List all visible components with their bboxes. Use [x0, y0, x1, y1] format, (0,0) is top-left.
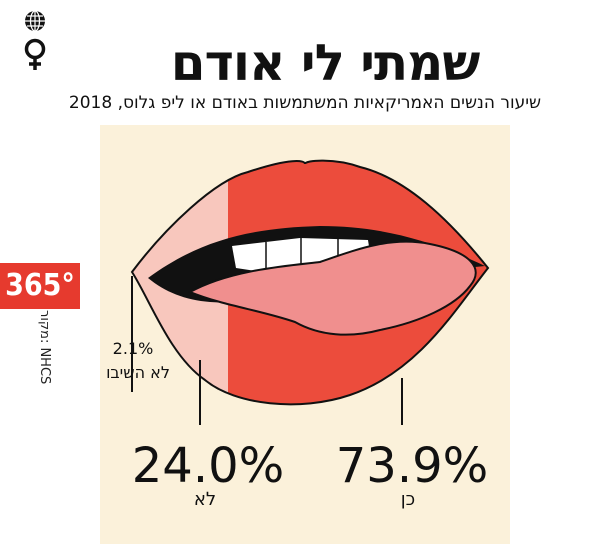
globe-icon: [25, 10, 45, 32]
value-no-answer: 2.1%: [113, 339, 154, 358]
label-no: לא: [194, 489, 216, 510]
lips-outline: [130, 159, 490, 406]
tongue: [187, 240, 477, 336]
chart-subtitle: שיעור הנשים האמריקאיות המשתמשות באודם או…: [68, 93, 542, 113]
female-symbol-icon: [24, 38, 46, 70]
brand-logo: 365°: [0, 263, 80, 309]
label-no-answer: לא השיבו: [106, 363, 170, 382]
chart-title: שמתי לי אודם: [170, 34, 481, 92]
value-yes: 73.9%: [336, 438, 488, 494]
source-note: מקור: NHCS: [37, 310, 52, 385]
value-no: 24.0%: [132, 438, 284, 494]
label-yes: כן: [401, 489, 415, 510]
